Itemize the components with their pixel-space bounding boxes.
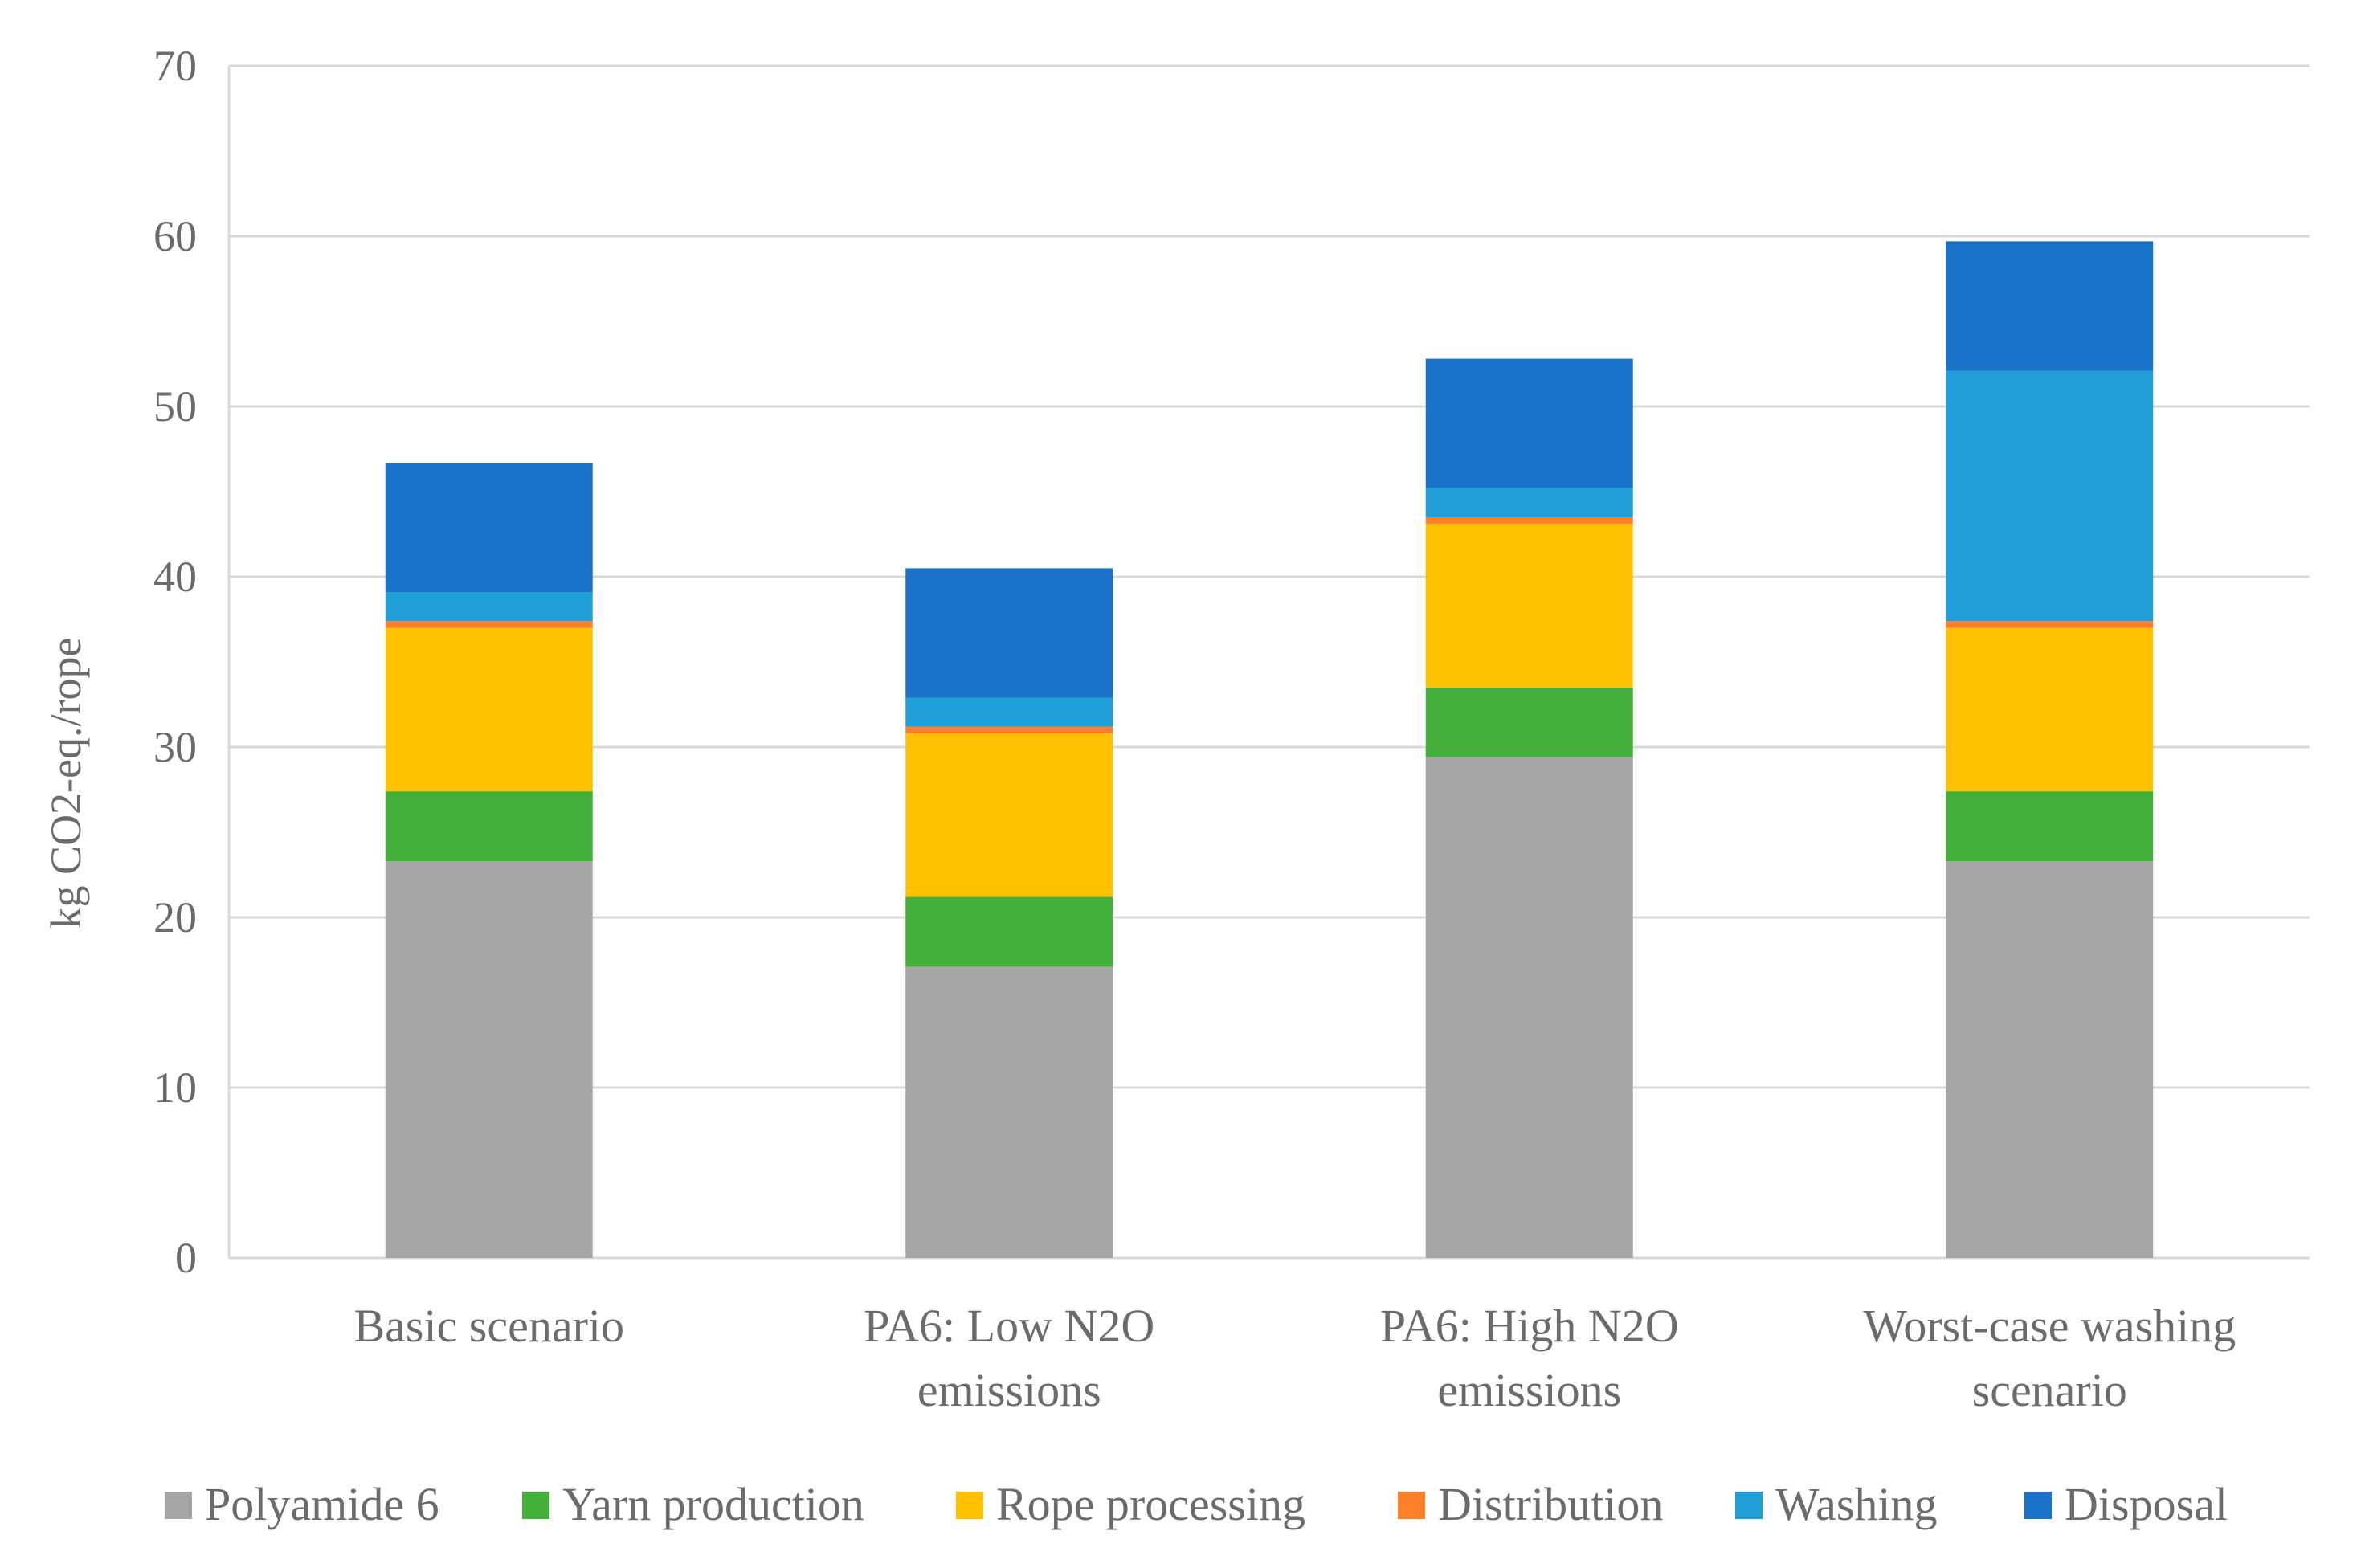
bar-segment-polyamide-6 <box>905 966 1113 1258</box>
bar-segment-polyamide-6 <box>385 861 593 1258</box>
bar-segment-polyamide-6 <box>1425 757 1633 1258</box>
bar-segment-polyamide-6 <box>1946 861 2154 1258</box>
x-category-label: scenario <box>1972 1364 2127 1416</box>
y-tick-label: 40 <box>153 553 197 601</box>
legend-label: Yarn production <box>562 1478 864 1530</box>
legend-swatch <box>522 1492 549 1519</box>
bar-segment-rope-processing <box>905 733 1113 897</box>
bar-segment-washing <box>1946 370 2154 622</box>
x-category-label: PA6: Low N2O <box>864 1300 1154 1352</box>
y-tick-label: 10 <box>153 1064 197 1112</box>
legend-label: Distribution <box>1438 1478 1663 1530</box>
y-tick-label: 30 <box>153 723 197 771</box>
legend-label: Washing <box>1775 1478 1938 1530</box>
y-tick-label: 50 <box>153 382 197 431</box>
bar-segment-disposal <box>905 568 1113 698</box>
bar-segment-washing <box>385 592 593 622</box>
legend-swatch <box>956 1492 983 1519</box>
legend-swatch <box>165 1492 192 1519</box>
bar-segment-disposal <box>1425 358 1633 488</box>
bar-segment-distribution <box>1946 621 2154 628</box>
bar-segment-yarn-production <box>1946 791 2154 862</box>
y-tick-label: 20 <box>153 893 197 941</box>
legend-swatch <box>2024 1492 2052 1519</box>
bar-segment-yarn-production <box>385 791 593 862</box>
bar-segment-yarn-production <box>905 896 1113 967</box>
y-tick-label: 70 <box>153 42 197 90</box>
legend-swatch <box>1398 1492 1425 1519</box>
bar-segment-washing <box>905 697 1113 727</box>
y-axis: 0 10 20 30 40 50 60 70 <box>153 42 231 1282</box>
x-category-label: emissions <box>1437 1364 1621 1416</box>
bar-segment-yarn-production <box>1425 687 1633 757</box>
legend-label: Disposal <box>2065 1478 2228 1530</box>
bar-segment-rope-processing <box>1946 627 2154 792</box>
x-category-label: Worst-case washing <box>1863 1300 2236 1352</box>
bar-segment-washing <box>1425 488 1633 517</box>
y-axis-title: kg CO2-eq./rope <box>42 638 90 929</box>
x-category-label: emissions <box>917 1364 1101 1416</box>
bar-segment-rope-processing <box>1425 524 1633 688</box>
x-category-label: PA6: High N2O <box>1380 1300 1679 1352</box>
bar-segment-disposal <box>385 462 593 593</box>
legend: Polyamide 6 Yarn production Rope processin… <box>165 1478 2228 1530</box>
bar-segment-disposal <box>1946 241 2154 371</box>
x-axis-category-labels: Basic scenario PA6: Low N2O emissions PA6: … <box>353 1300 2236 1416</box>
legend-label: Rope processing <box>996 1478 1305 1530</box>
bar-segment-distribution <box>385 621 593 628</box>
y-tick-label: 60 <box>153 212 197 260</box>
x-category-label: Basic scenario <box>353 1300 624 1352</box>
bar-segment-distribution <box>905 726 1113 734</box>
bar-segment-distribution <box>1425 517 1633 525</box>
legend-label: Polyamide 6 <box>205 1478 439 1530</box>
bar-segment-rope-processing <box>385 627 593 792</box>
bar-stacks <box>385 241 2154 1258</box>
legend-swatch <box>1735 1492 1763 1519</box>
y-tick-label: 0 <box>175 1234 197 1282</box>
